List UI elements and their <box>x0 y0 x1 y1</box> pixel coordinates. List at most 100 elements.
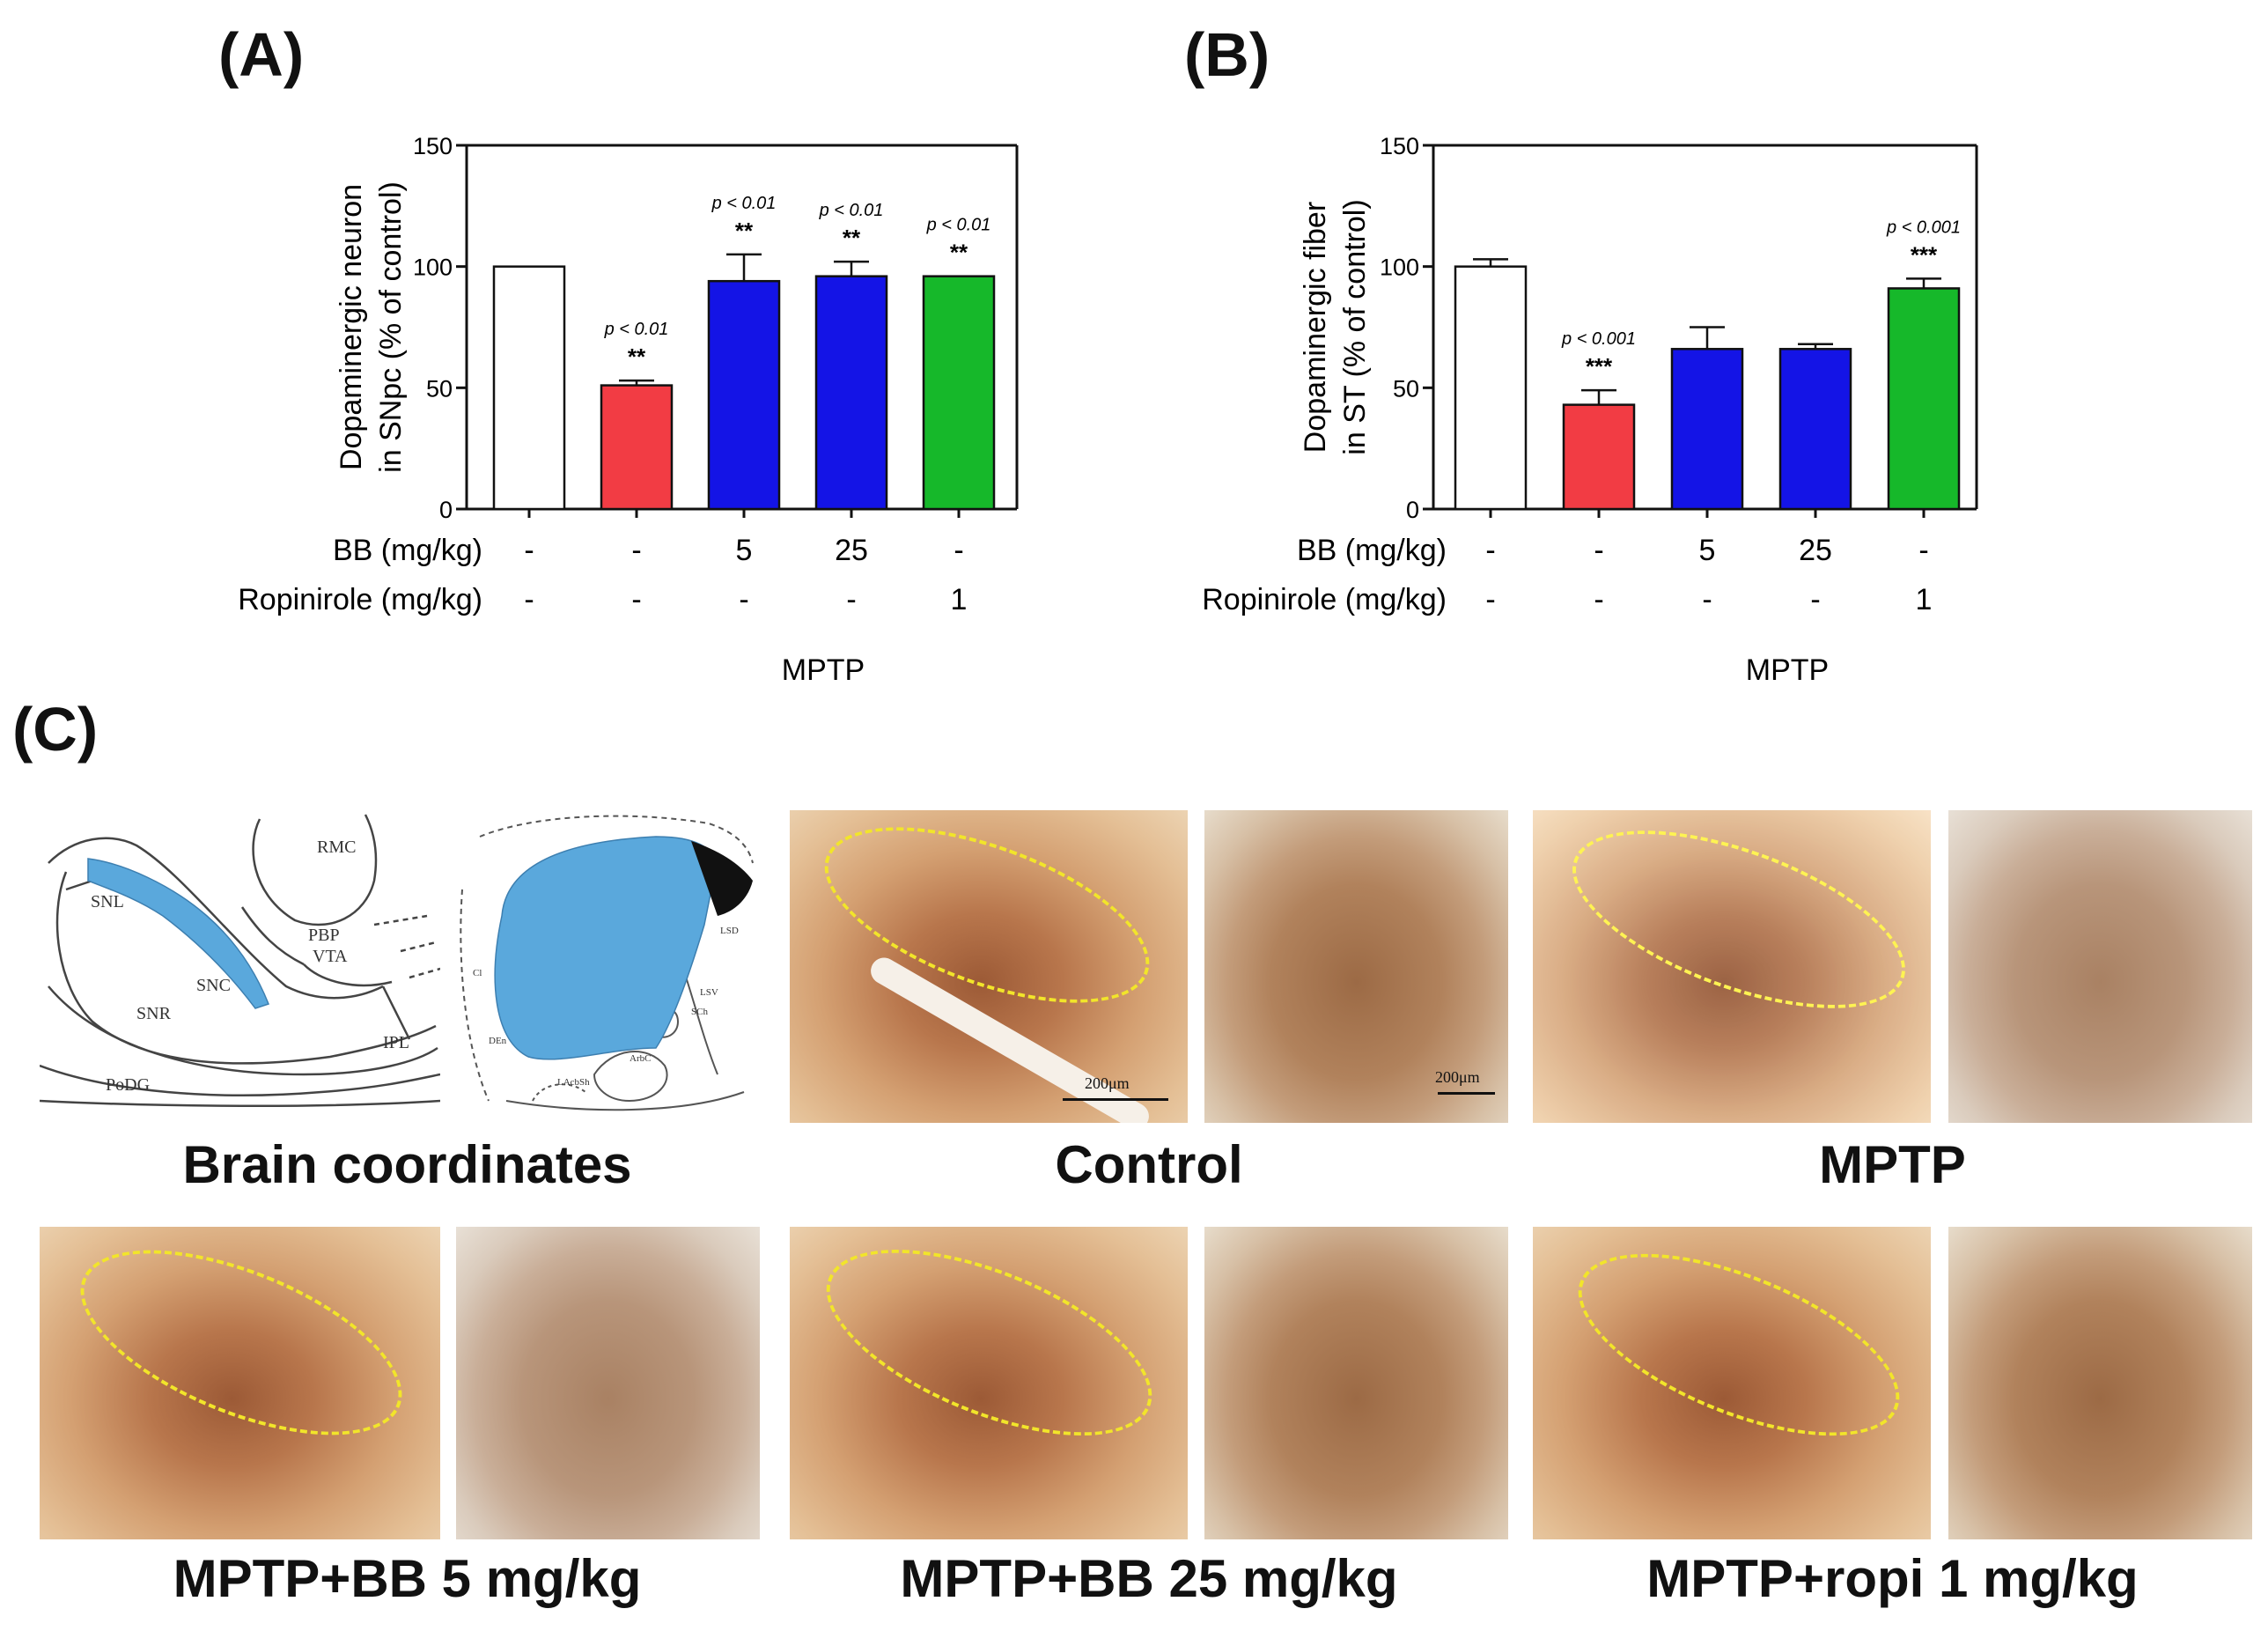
atlas-ventricle <box>691 841 753 916</box>
atlas-label-snl: SNL <box>91 892 124 911</box>
chart-b-bar-1 <box>1562 403 1636 511</box>
caption-control: Control <box>1055 1135 1243 1194</box>
atlas-label-lsv: LSV <box>700 987 718 998</box>
caption-ropi: MPTP+ropi 1 mg/kg <box>1646 1549 2139 1608</box>
chart-a-bb-value-1: - <box>631 534 641 567</box>
ropi-st-image <box>1948 1227 2252 1539</box>
atlas-label-lacbsh: LAcbSh <box>557 1077 590 1088</box>
chart-a-bb-label: BB (mg/kg) <box>333 534 482 567</box>
atlas-label-cl: Cl <box>473 968 482 978</box>
atlas-st-drawing: Cl LSD LSV SCh DEn ArbC LAcbSh <box>460 815 754 1111</box>
chart-a-ylabel-line1: Dopaminergic neuron <box>335 184 368 470</box>
control-st-image: 200μm <box>1204 810 1508 1123</box>
caption-bb5: MPTP+BB 5 mg/kg <box>173 1549 642 1608</box>
chart-a-bar-2 <box>707 279 781 511</box>
control-sn-scalebar <box>1063 1098 1168 1101</box>
chart-a-ropi-value-2: - <box>739 583 748 616</box>
chart-b-ylabel-line2: in ST (% of control) <box>1338 199 1372 454</box>
control-st-scalebar <box>1438 1092 1495 1095</box>
chart-b-bar-2 <box>1670 348 1744 511</box>
bb5-st-image <box>456 1227 760 1539</box>
chart-a-stars-3: ** <box>843 225 861 251</box>
atlas-label-ipl: IPL <box>383 1033 409 1052</box>
chart-a-bb-value-3: 25 <box>835 534 868 567</box>
atlas-label-sch: SCh <box>691 1007 708 1017</box>
chart-b-bb-value-3: 25 <box>1799 534 1832 567</box>
chart-a-pvalue-4: p < 0.01 <box>926 216 991 235</box>
chart-b-group-label: MPTP <box>1746 653 1829 687</box>
control-sn-scalebar-label: 200μm <box>1085 1074 1130 1092</box>
chart-b-bar-0 <box>1454 265 1528 511</box>
atlas-label-vta: VTA <box>313 947 348 966</box>
mptp-sn-roi-ellipse <box>1550 810 1928 1045</box>
caption-bb25: MPTP+BB 25 mg/kg <box>900 1549 1398 1608</box>
chart-a-group-label: MPTP <box>782 653 865 687</box>
chart-b-ytick-label-2: 100 <box>1380 255 1419 281</box>
chart-b-pvalue-1: p < 0.001 <box>1561 329 1636 349</box>
control-sn-roi-ellipse <box>802 810 1172 1039</box>
chart-a-bar-4 <box>922 275 996 511</box>
chart-a-ropi-value-0: - <box>524 583 534 616</box>
atlas-sn-highlight <box>87 858 269 1009</box>
atlas-label-podg: PoDG <box>106 1075 150 1095</box>
chart-b-pvalue-4: p < 0.001 <box>1886 218 1961 237</box>
atlas-label-arbc: ArbC <box>630 1053 651 1064</box>
caption-mptp: MPTP <box>1819 1135 1966 1194</box>
chart-a-ytick-label-2: 100 <box>413 255 453 281</box>
chart-a-ylabel-line2: in SNpc (% of control) <box>374 181 408 473</box>
atlas-striatum: Cl LSD LSV SCh DEn ArbC LAcbSh <box>453 810 757 1118</box>
bb25-sn-image <box>790 1227 1188 1539</box>
chart-a-ropi-value-3: - <box>846 583 856 616</box>
bb5-sn-image <box>40 1227 440 1539</box>
chart-a-ytick-label-1: 50 <box>426 375 453 402</box>
caption-brain-coordinates: Brain coordinates <box>182 1135 632 1194</box>
chart-a-bar-0 <box>492 265 566 511</box>
chart-a-bar-3 <box>814 275 888 511</box>
chart-b-ytick-label-3: 150 <box>1380 133 1419 159</box>
chart-b-ropi-value-1: - <box>1594 583 1603 616</box>
chart-a-stars-1: ** <box>628 343 646 370</box>
panel-a-label: (A) <box>218 20 305 89</box>
chart-b-bb-value-4: - <box>1918 534 1928 567</box>
atlas-label-snc: SNC <box>196 976 231 995</box>
chart-a-pvalue-2: p < 0.01 <box>711 194 777 213</box>
atlas-label-rmc: RMC <box>317 838 356 857</box>
panel-b-label: (B) <box>1184 20 1270 89</box>
chart-b-ylabel-line1: Dopaminergic fiber <box>1299 202 1332 453</box>
chart-a-bb-value-4: - <box>954 534 963 567</box>
atlas-label-snr: SNR <box>136 1004 172 1023</box>
atlas-label-den: DEn <box>489 1036 507 1046</box>
chart-b-bar-3 <box>1778 348 1852 511</box>
chart-a-ropi-label: Ropinirole (mg/kg) <box>238 583 482 616</box>
chart-b-ropi-label: Ropinirole (mg/kg) <box>1202 583 1447 616</box>
chart-b-ropi-value-2: - <box>1702 583 1712 616</box>
chart-a-stars-2: ** <box>735 218 754 244</box>
chart-b-ropi-value-4: 1 <box>1916 583 1933 616</box>
chart-a-ytick-label-3: 150 <box>413 133 453 159</box>
panel-c-label: (C) <box>12 695 99 764</box>
mptp-st-image <box>1948 810 2252 1123</box>
chart-a-ytick-label-0: 0 <box>439 497 453 523</box>
chart-a-bar-1 <box>600 384 674 511</box>
chart-b-stars-1: *** <box>1586 353 1613 380</box>
chart-b-bb-value-1: - <box>1594 534 1603 567</box>
chart-b-stars-4: *** <box>1911 241 1938 268</box>
chart-a-bb-value-0: - <box>524 534 534 567</box>
chart-b-ropi-value-0: - <box>1485 583 1495 616</box>
control-sn-image: 200μm <box>790 810 1188 1123</box>
chart-b-bb-value-0: - <box>1485 534 1495 567</box>
atlas-substantia-nigra: SNL RMC PBP VTA SNC SNR IPL PoDG <box>39 810 441 1118</box>
ropi-sn-image <box>1533 1227 1931 1539</box>
chart-b-bb-label: BB (mg/kg) <box>1297 534 1447 567</box>
chart-b-bb-value-2: 5 <box>1699 534 1716 567</box>
chart-a-pvalue-1: p < 0.01 <box>604 320 669 339</box>
chart-a-pvalue-3: p < 0.01 <box>819 201 884 220</box>
chart-b-ytick-label-0: 0 <box>1406 497 1419 523</box>
chart-b-ropi-value-3: - <box>1810 583 1820 616</box>
atlas-sn-drawing: SNL RMC PBP VTA SNC SNR IPL PoDG <box>39 814 441 1108</box>
bb5-sn-roi-ellipse <box>55 1227 427 1473</box>
chart-a-ropi-value-4: 1 <box>951 583 968 616</box>
chart-a-bb-value-2: 5 <box>736 534 753 567</box>
chart-b-bar-4 <box>1887 287 1961 511</box>
